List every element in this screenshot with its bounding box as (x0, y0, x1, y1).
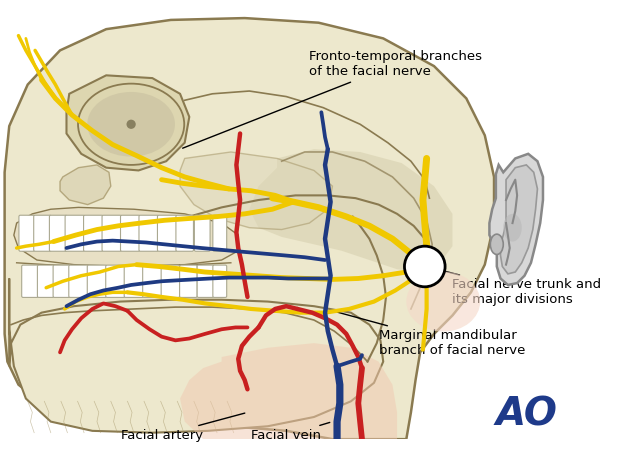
FancyBboxPatch shape (161, 265, 180, 297)
FancyBboxPatch shape (87, 265, 107, 297)
FancyBboxPatch shape (50, 215, 67, 251)
Circle shape (404, 246, 445, 287)
FancyBboxPatch shape (106, 265, 125, 297)
FancyBboxPatch shape (37, 265, 54, 297)
FancyBboxPatch shape (213, 215, 227, 251)
FancyBboxPatch shape (65, 215, 84, 251)
FancyBboxPatch shape (139, 215, 158, 251)
Text: AO: AO (495, 395, 557, 433)
Text: Facial vein: Facial vein (251, 422, 330, 442)
Text: Marginal mandibular
branch of facial nerve: Marginal mandibular branch of facial ner… (335, 312, 525, 357)
FancyBboxPatch shape (157, 215, 177, 251)
FancyBboxPatch shape (197, 265, 214, 297)
FancyBboxPatch shape (120, 215, 140, 251)
Polygon shape (500, 165, 538, 274)
FancyBboxPatch shape (19, 215, 35, 251)
Polygon shape (489, 154, 543, 285)
Text: Fronto-temporal branches
of the facial nerve: Fronto-temporal branches of the facial n… (183, 50, 482, 148)
FancyBboxPatch shape (176, 215, 193, 251)
Polygon shape (66, 75, 189, 170)
FancyBboxPatch shape (33, 215, 51, 251)
FancyBboxPatch shape (143, 265, 162, 297)
Ellipse shape (406, 272, 480, 331)
Polygon shape (4, 18, 494, 439)
FancyBboxPatch shape (69, 265, 88, 297)
Polygon shape (180, 152, 332, 230)
FancyBboxPatch shape (195, 215, 210, 251)
Polygon shape (249, 149, 453, 272)
Polygon shape (60, 165, 111, 205)
Polygon shape (14, 207, 238, 267)
Ellipse shape (503, 214, 522, 241)
FancyBboxPatch shape (53, 265, 71, 297)
FancyBboxPatch shape (124, 265, 144, 297)
Text: Facial artery: Facial artery (120, 413, 245, 442)
FancyBboxPatch shape (84, 215, 103, 251)
Polygon shape (180, 343, 397, 439)
Ellipse shape (490, 234, 503, 254)
Circle shape (126, 120, 136, 129)
FancyBboxPatch shape (213, 265, 227, 297)
FancyBboxPatch shape (180, 265, 197, 297)
Ellipse shape (87, 92, 175, 157)
Circle shape (102, 223, 111, 232)
Polygon shape (9, 279, 383, 433)
FancyBboxPatch shape (22, 265, 38, 297)
FancyBboxPatch shape (102, 215, 122, 251)
Text: Facial nerve trunk and
its major divisions: Facial nerve trunk and its major divisio… (429, 267, 601, 307)
